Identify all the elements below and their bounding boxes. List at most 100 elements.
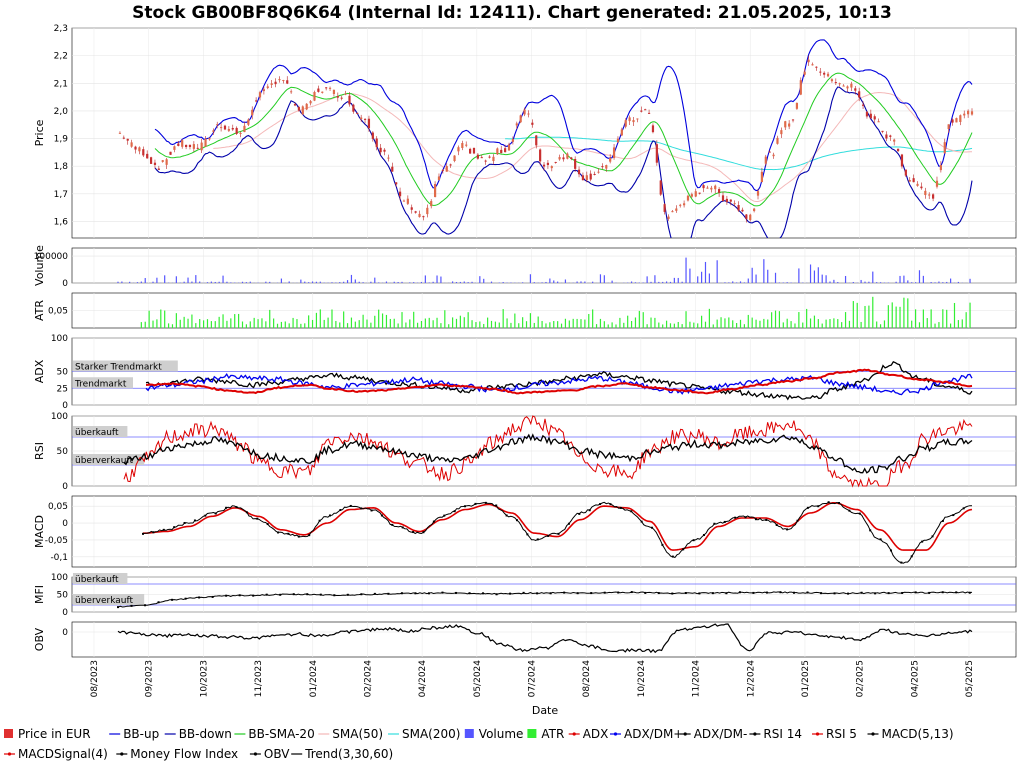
atr-bar: [292, 317, 294, 328]
mfi-points-point: [630, 591, 633, 594]
macd-points-point: [245, 511, 248, 514]
macd-points-point: [848, 509, 851, 512]
mfi-points-point: [333, 594, 336, 597]
candle-body: [795, 102, 799, 109]
volume-bar: [549, 278, 551, 283]
macd-points-point: [453, 510, 456, 513]
volume-bar: [821, 274, 823, 283]
atr-bar: [669, 323, 672, 328]
rsi-tick-label: 50: [57, 447, 69, 457]
volume-bar: [420, 281, 423, 283]
legend-swatch-dot: [683, 732, 687, 736]
atr-bar: [191, 314, 193, 328]
atr-bar: [934, 323, 936, 328]
x-tick-label: 02/2024: [363, 660, 373, 698]
volume-bar: [230, 282, 232, 283]
mfi-zone-label: überkauft: [75, 575, 119, 585]
candle-body: [157, 168, 160, 170]
volume-bar: [946, 281, 948, 283]
atr-bar: [304, 323, 306, 328]
atr-bar: [922, 309, 924, 328]
candle-body: [706, 187, 709, 189]
price-tick-label: 2,1: [54, 79, 68, 89]
macd-points-point: [713, 522, 716, 525]
atr-bar: [755, 319, 757, 328]
mfi-points-point: [657, 592, 660, 595]
volume-ylabel: Volume: [33, 245, 46, 286]
candle-body: [729, 199, 732, 202]
volume-bar: [136, 282, 139, 283]
candle-body: [877, 121, 880, 123]
price-tick-label: 1,6: [54, 217, 69, 227]
atr-bar: [409, 319, 411, 328]
candle-body: [749, 214, 752, 221]
rsi-tick-label: 100: [51, 412, 68, 422]
atr-bar: [167, 323, 170, 328]
candle-body: [858, 91, 861, 98]
macd-points-point: [287, 532, 290, 535]
legend-label: MACD(5,13): [882, 727, 954, 741]
atr-bar: [708, 308, 710, 328]
candle-body: [904, 169, 907, 176]
candle-body: [620, 129, 623, 136]
macd-points-point: [142, 532, 144, 535]
volume-bar: [957, 281, 959, 283]
obv-ylabel: OBV: [33, 627, 46, 651]
candle-body: [702, 185, 705, 189]
volume-bar: [907, 280, 909, 283]
volume-bar: [833, 279, 835, 283]
volume-bar: [697, 276, 699, 283]
volume-bars: [117, 257, 971, 283]
volume-bar: [630, 281, 633, 283]
volume-bar: [689, 268, 691, 283]
candle-body: [823, 72, 826, 75]
candle-body: [336, 96, 339, 98]
atr-bar: [946, 309, 948, 328]
mfi-tick-label: 0: [62, 608, 68, 618]
volume-bar: [914, 282, 917, 283]
macd-points-point: [723, 520, 726, 523]
candle-body: [865, 111, 869, 117]
atr-bar: [308, 315, 310, 328]
atr-bar: [627, 315, 629, 328]
atr-bar: [673, 323, 675, 328]
candle-body: [379, 147, 382, 153]
candle-body: [371, 132, 374, 139]
volume-bar: [397, 282, 399, 283]
atr-bar: [903, 297, 905, 328]
atr-bar: [428, 317, 430, 328]
mfi-points-point: [279, 593, 282, 596]
atr-bar: [471, 320, 473, 328]
candle-body: [220, 127, 223, 129]
atr-bar: [479, 321, 481, 328]
candle-body: [212, 130, 215, 132]
legend-label: BB-SMA-20: [248, 727, 314, 741]
atr-bar: [603, 321, 605, 328]
volume-bar: [440, 276, 442, 283]
atr-bar: [518, 323, 520, 328]
volume-bar: [665, 281, 668, 283]
volume-bar: [249, 281, 251, 283]
candle-body: [550, 166, 553, 169]
volume-bar: [774, 272, 777, 283]
legend-label: BB-up: [123, 727, 159, 741]
candle-body: [846, 86, 849, 89]
candle-body: [395, 182, 398, 185]
mfi-points-point: [563, 591, 566, 594]
mfi-points-point: [968, 591, 971, 594]
atr-bar: [833, 318, 835, 328]
volume-bar: [467, 282, 469, 283]
atr-bar: [238, 313, 240, 328]
volume-bar: [829, 281, 831, 283]
atr-bar: [249, 321, 251, 328]
volume-bar: [580, 281, 582, 283]
atr-bar: [525, 321, 528, 328]
volume-bar: [864, 281, 866, 283]
macd-points-point: [256, 517, 259, 520]
atr-bar: [405, 322, 407, 328]
candle-body: [504, 148, 507, 153]
macd-points-point: [838, 501, 841, 504]
mfi-zone-label: überverkauft: [75, 596, 134, 606]
candle-body: [356, 112, 359, 114]
x-tick-label: 05/2025: [965, 660, 975, 697]
